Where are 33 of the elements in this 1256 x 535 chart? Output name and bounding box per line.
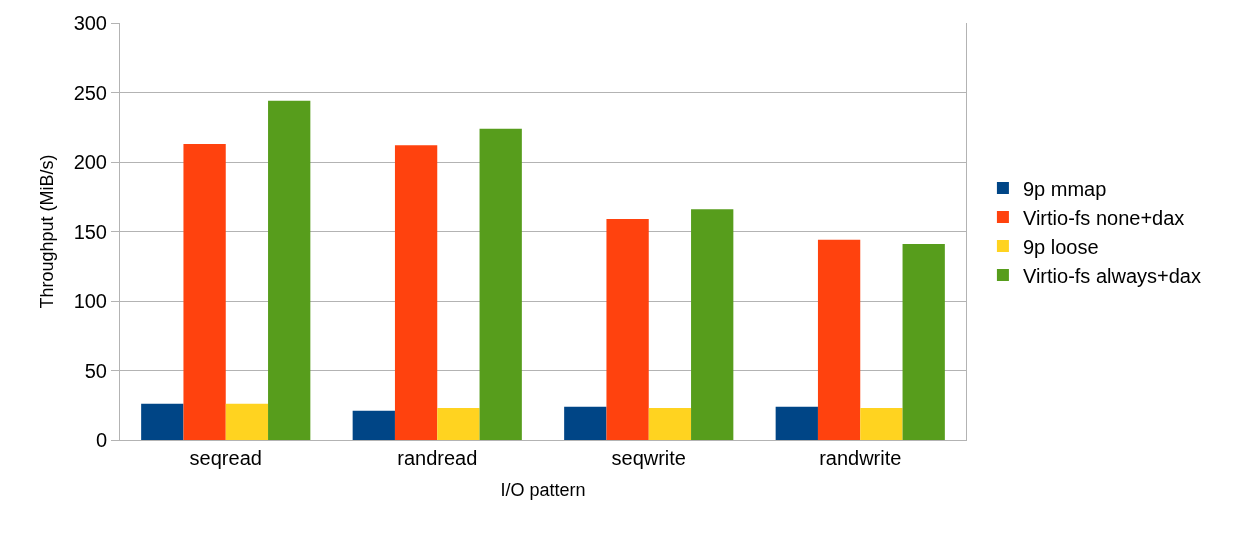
bar bbox=[648, 408, 692, 440]
bar bbox=[775, 406, 818, 440]
legend-label: 9p mmap bbox=[1022, 177, 1107, 200]
bar bbox=[564, 406, 607, 440]
bar bbox=[268, 100, 311, 440]
bar bbox=[860, 408, 903, 440]
bar bbox=[817, 239, 861, 440]
y-tick-label: 0 bbox=[95, 429, 107, 451]
legend-label: Virtio-fs always+dax bbox=[1022, 264, 1201, 287]
bar bbox=[141, 403, 184, 440]
x-tick-label: seqread bbox=[189, 447, 262, 469]
bar bbox=[225, 403, 269, 440]
bar bbox=[394, 145, 438, 440]
x-tick-label: randwrite bbox=[819, 447, 902, 469]
bar bbox=[352, 410, 395, 440]
y-tick-label: 150 bbox=[73, 220, 107, 243]
y-axis-title: Throughput (MiB/s) bbox=[36, 154, 57, 309]
bar bbox=[183, 143, 226, 440]
bar bbox=[437, 408, 480, 440]
legend-label: Virtio-fs none+dax bbox=[1022, 206, 1185, 229]
bar bbox=[479, 128, 522, 440]
legend-label: 9p loose bbox=[1022, 235, 1099, 258]
bar bbox=[606, 218, 649, 440]
y-tick-label: 200 bbox=[73, 151, 107, 173]
y-tick-label: 300 bbox=[73, 12, 107, 34]
x-tick-label: seqwrite bbox=[611, 447, 686, 469]
x-tick-label: randread bbox=[397, 447, 478, 469]
x-axis-title: I/O pattern bbox=[500, 480, 586, 501]
bar bbox=[691, 209, 734, 440]
y-tick-label: 50 bbox=[84, 359, 107, 382]
y-tick-label: 100 bbox=[73, 290, 107, 312]
y-tick-label: 250 bbox=[73, 81, 107, 104]
bar bbox=[902, 244, 945, 440]
